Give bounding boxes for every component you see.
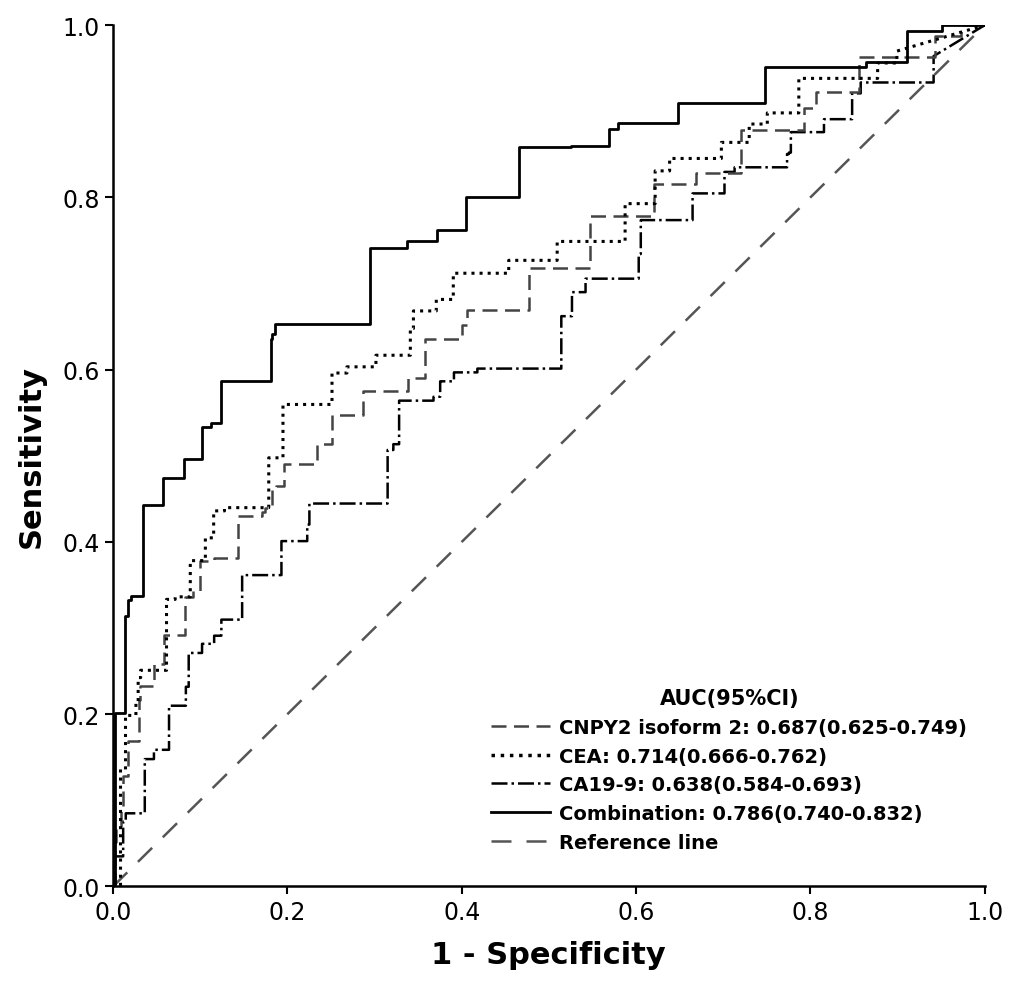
Legend: CNPY2 isoform 2: 0.687(0.625-0.749), CEA: 0.714(0.666-0.762), CA19-9: 0.638(0.58: CNPY2 isoform 2: 0.687(0.625-0.749), CEA…: [483, 680, 974, 860]
X-axis label: 1 - Specificity: 1 - Specificity: [431, 941, 665, 969]
Y-axis label: Sensitivity: Sensitivity: [16, 365, 46, 548]
